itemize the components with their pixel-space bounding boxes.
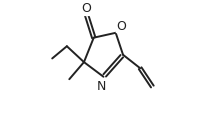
Text: N: N: [97, 80, 106, 93]
Text: O: O: [81, 3, 90, 15]
Text: O: O: [116, 20, 125, 33]
